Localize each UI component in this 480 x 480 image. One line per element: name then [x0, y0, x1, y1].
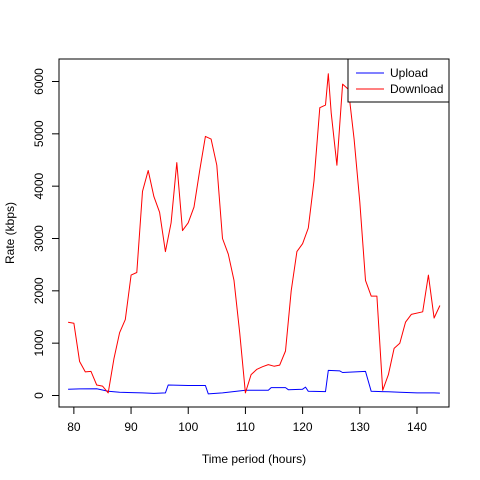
x-tick-label: 130	[350, 420, 370, 434]
y-axis-label: Rate (kbps)	[3, 202, 17, 264]
legend-label-download: Download	[390, 82, 443, 96]
y-tick-label: 5000	[32, 120, 46, 147]
x-tick-label: 80	[67, 420, 81, 434]
legend-label-upload: Upload	[390, 66, 428, 80]
series-layer	[68, 73, 441, 395]
legend-box	[347, 58, 450, 103]
x-tick-label: 120	[293, 420, 313, 434]
y-tick-label: 1000	[32, 329, 46, 356]
x-axis: 80 90 100 110 120 130 140	[67, 406, 427, 434]
x-tick-label: 140	[407, 420, 427, 434]
x-tick-label: 110	[236, 420, 255, 434]
y-tick-label: 3000	[32, 225, 46, 252]
y-tick-label: 4000	[32, 172, 46, 199]
x-tick-label: 100	[178, 420, 198, 434]
legend: Upload Download	[347, 58, 450, 103]
x-tick-label: 90	[124, 420, 138, 434]
y-axis: 0 1000 2000 3000 4000 5000 6000	[32, 68, 60, 399]
series-line-download	[68, 73, 441, 394]
series-line-upload	[68, 369, 440, 395]
y-tick-label: 2000	[32, 277, 46, 304]
x-axis-label: Time period (hours)	[202, 452, 306, 466]
y-tick-label: 6000	[32, 68, 46, 95]
y-tick-label: 0	[32, 392, 46, 399]
